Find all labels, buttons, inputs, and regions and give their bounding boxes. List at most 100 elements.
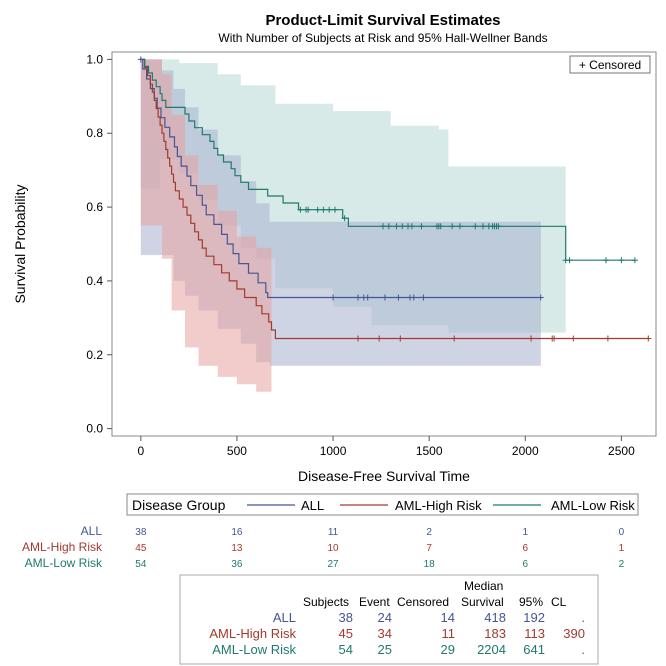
summary-cell: . [581, 610, 585, 625]
at-risk-count: 36 [231, 559, 243, 570]
censor-mark-all [364, 294, 371, 301]
censor-mark-aml-low-risk [393, 223, 400, 230]
censor-mark-aml-low-risk [566, 257, 573, 264]
censor-mark-all [410, 294, 417, 301]
censor-mark-all [137, 56, 144, 63]
at-risk-count: 13 [231, 543, 243, 554]
summary-header: Censored [397, 595, 449, 609]
legend-label-all: ALL [301, 498, 324, 513]
x-tick-label: 1500 [416, 444, 443, 458]
summary-table-box [179, 574, 599, 665]
censor-mark-aml-high-risk [570, 335, 577, 342]
at-risk-row-label: AML-Low Risk [25, 556, 103, 570]
censor-mark-aml-high-risk [451, 335, 458, 342]
y-tick-label: 0.4 [86, 274, 103, 288]
censor-mark-aml-high-risk [604, 335, 611, 342]
chart-title: Product-Limit Survival Estimates [265, 12, 500, 29]
summary-header: Event [359, 595, 390, 609]
survival-curve-aml-high-risk [140, 58, 649, 340]
at-risk-count: 16 [231, 527, 243, 538]
censor-mark-aml-low-risk [449, 223, 456, 230]
summary-table: Median Subjects Event Censored Survival 95% C… [179, 574, 599, 665]
y-axis-label: Survival Probability [12, 184, 28, 303]
censor-mark-aml-low-risk [380, 223, 386, 230]
at-risk-count: 11 [328, 527, 339, 538]
at-risk-count: 7 [426, 543, 432, 554]
summary-cell: 11 [442, 626, 456, 641]
summary-cell: 24 [378, 610, 392, 625]
censored-legend: + Censored [569, 55, 651, 74]
survival-curve-aml-low-risk [140, 58, 635, 261]
censor-mark-aml-high-risk [528, 335, 535, 342]
at-risk-count: 1 [523, 527, 529, 538]
censor-mark-aml-low-risk [314, 206, 321, 213]
at-risk-count: 18 [424, 559, 436, 570]
censor-mark-aml-high-risk [355, 335, 361, 342]
censor-mark-aml-low-risk [631, 257, 638, 264]
legend-label-aml-high: AML-High Risk [395, 498, 482, 513]
summary-row-label: AML-Low Risk [212, 642, 296, 657]
summary-header: 95% [519, 595, 543, 609]
censor-mark-aml-high-risk [397, 335, 404, 342]
x-axis: 0 500 1000 1500 2000 2500 [137, 436, 635, 458]
at-risk-count: 2 [426, 527, 432, 538]
x-axis-label: Disease-Free Survival Time [298, 468, 470, 484]
summary-header: Subjects [303, 595, 349, 609]
y-tick-label: 0.8 [86, 126, 103, 140]
censor-mark-all [382, 294, 388, 301]
x-tick-label: 1000 [320, 444, 347, 458]
censor-mark-aml-low-risk [603, 257, 609, 264]
x-tick-label: 2000 [512, 444, 539, 458]
summary-cell: 390 [563, 626, 585, 641]
censored-legend-label: + Censored [579, 58, 641, 72]
summary-cell: 641 [523, 642, 545, 657]
censor-mark-aml-low-risk [408, 223, 415, 230]
censor-mark-aml-low-risk [399, 223, 406, 230]
at-risk-row-label: ALL [81, 524, 103, 538]
at-risk-count: 2 [619, 559, 625, 570]
y-tick-label: 0.6 [86, 200, 103, 214]
censor-mark-aml-low-risk [326, 206, 333, 213]
summary-header: Survival [461, 595, 504, 609]
legend-label-aml-low: AML-Low Risk [551, 498, 635, 513]
censor-mark-aml-low-risk [341, 215, 348, 222]
x-tick-label: 500 [227, 444, 247, 458]
censor-mark-aml-low-risk [495, 223, 502, 230]
survival-curve-all [140, 58, 541, 299]
at-risk-count: 27 [327, 559, 339, 570]
censor-mark-aml-low-risk [456, 223, 463, 230]
censored-legend-box [569, 55, 651, 74]
y-axis: 0.0 0.2 0.4 0.6 0.8 1.0 [86, 52, 112, 436]
at-risk-count: 0 [619, 527, 625, 538]
censor-mark-aml-low-risk [472, 223, 479, 230]
censor-mark-all [330, 294, 337, 301]
summary-cell: 418 [484, 610, 506, 625]
summary-cell: 113 [524, 626, 545, 641]
confidence-bands [140, 59, 566, 392]
at-risk-count: 1 [619, 543, 625, 554]
summary-cell: 183 [484, 626, 506, 641]
summary-row-label: AML-High Risk [209, 626, 296, 641]
censor-marks [137, 56, 652, 342]
survival-curves [140, 58, 649, 340]
censor-mark-all [395, 294, 402, 301]
censor-mark-aml-low-risk [618, 257, 625, 264]
chart-subtitle: With Number of Subjects at Risk and 95% … [218, 31, 547, 45]
censor-mark-aml-low-risk [418, 223, 425, 230]
censor-mark-aml-high-risk [551, 335, 558, 342]
summary-cell: 14 [441, 610, 455, 625]
summary-cell: 29 [441, 642, 455, 657]
plot-frame [111, 51, 657, 437]
summary-cell: 25 [378, 642, 392, 657]
at-risk-row-label: AML-High Risk [22, 540, 103, 554]
summary-header-median: Median [464, 579, 503, 593]
group-legend: Disease Group ALL AML-High Risk AML-Low … [126, 493, 639, 516]
censor-mark-aml-high-risk [376, 335, 383, 342]
group-legend-title: Disease Group [132, 497, 226, 513]
summary-cell: 34 [378, 626, 392, 641]
censor-mark-aml-low-risk [305, 206, 312, 213]
y-tick-label: 0.2 [86, 348, 103, 362]
x-tick-label: 2500 [608, 444, 635, 458]
